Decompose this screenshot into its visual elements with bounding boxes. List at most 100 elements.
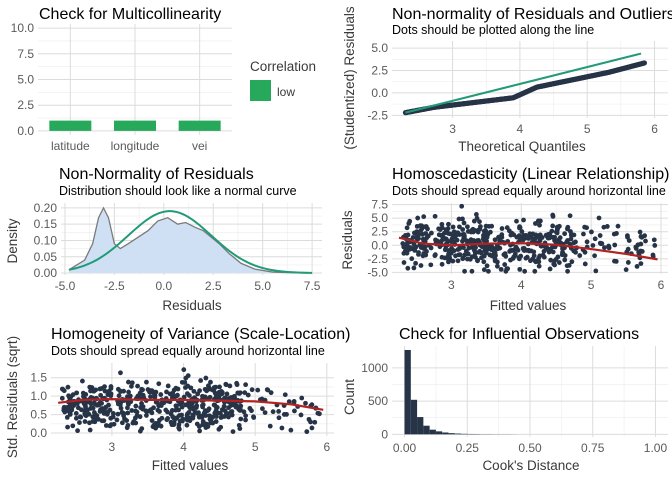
qq-x-tick-label: 4 xyxy=(517,122,524,136)
homoscedasticity-point xyxy=(460,216,465,222)
homoscedasticity-point xyxy=(461,220,467,226)
qq-ticks: 3 4 5 6 -2.5 0.0 2.5 5.0 xyxy=(367,41,658,136)
scale-location-point xyxy=(118,370,123,376)
scale-location-point xyxy=(144,379,149,385)
homoscedasticity-x-tick-label: 5 xyxy=(588,278,595,292)
scale-location-point xyxy=(115,411,121,417)
influence-title: Check for Influential Observations xyxy=(399,326,639,343)
homoscedasticity-point xyxy=(421,245,427,250)
scale-location-smooth-path xyxy=(58,398,324,411)
homoscedasticity-point xyxy=(471,238,477,243)
scale-location-y-tick-label: 1.0 xyxy=(30,389,47,403)
scale-location-point xyxy=(106,388,112,394)
scale-location-point xyxy=(173,403,179,409)
scale-location-point xyxy=(70,392,76,398)
homoscedasticity-point xyxy=(522,268,528,274)
scale-location-point xyxy=(312,419,318,425)
scale-location-points xyxy=(59,367,322,435)
scale-location-point xyxy=(102,388,108,394)
influence-x-label: Cook's Distance xyxy=(482,458,579,473)
homoscedasticity-point xyxy=(569,259,575,265)
homoscedasticity-point xyxy=(492,258,498,264)
homoscedasticity-point xyxy=(456,216,462,222)
homoscedasticity-point xyxy=(508,232,514,238)
scale-location-point xyxy=(200,393,205,399)
scale-location-point xyxy=(186,393,192,398)
vif-y-tick-label: 10.0 xyxy=(11,21,35,35)
qq-y-tick-label: 2.5 xyxy=(371,64,388,78)
scale-location-point xyxy=(98,407,103,413)
scale-location-y-label: Std. Residuals (sqrt) xyxy=(5,336,20,458)
homoscedasticity-point xyxy=(577,253,583,258)
homoscedasticity-x-tick-label: 6 xyxy=(658,278,665,292)
scale-location-point xyxy=(159,415,165,421)
scale-location-point xyxy=(291,399,297,404)
scale-location-point xyxy=(304,429,310,435)
homoscedasticity-y-tick-label: 2.5 xyxy=(371,225,388,239)
qq-x-label: Theoretical Quantiles xyxy=(458,139,586,154)
legend-swatch-low xyxy=(250,80,271,101)
influence-x-tick-label: 1.00 xyxy=(644,441,668,455)
homoscedasticity-point xyxy=(404,225,410,231)
scale-location-point xyxy=(204,387,210,393)
qq-reference-line xyxy=(405,52,642,114)
qq-panel: Non-normality of Residuals and Outliers … xyxy=(342,6,672,154)
homoscedasticity-point xyxy=(480,244,485,250)
scale-location-x-label: Fitted values xyxy=(152,458,229,473)
scale-location-point xyxy=(80,378,85,384)
homoscedasticity-point xyxy=(403,232,408,238)
scale-location-point xyxy=(153,389,159,395)
homoscedasticity-point xyxy=(537,253,543,259)
homoscedasticity-point xyxy=(550,223,556,229)
scale-location-point xyxy=(164,417,170,423)
scale-location-point xyxy=(276,415,282,421)
scale-location-point xyxy=(251,414,256,420)
scale-location-point xyxy=(148,394,153,400)
influence-x-tick-label: 0.00 xyxy=(393,441,417,455)
scale-location-point xyxy=(156,403,162,409)
homoscedasticity-point xyxy=(614,231,619,236)
scale-location-point xyxy=(140,406,145,412)
homoscedasticity-point xyxy=(582,261,588,267)
influence-y-tick-label: 500 xyxy=(368,394,388,408)
homoscedasticity-point xyxy=(471,246,477,252)
scale-location-point xyxy=(211,386,217,392)
multicollinearity-bars xyxy=(49,120,221,131)
scale-location-point xyxy=(103,423,109,428)
scale-location-point xyxy=(118,405,124,411)
homoscedasticity-point xyxy=(405,265,411,271)
scale-location-point xyxy=(183,385,188,390)
scale-location-subtitle: Dots should spread equally around horizo… xyxy=(51,344,325,358)
homoscedasticity-point xyxy=(518,253,524,259)
homoscedasticity-point xyxy=(421,214,427,220)
homoscedasticity-point xyxy=(613,258,619,264)
scale-location-point xyxy=(260,406,265,412)
multicollinearity-title: Check for Multicollinearity xyxy=(39,6,221,23)
influence-y-tick-label: 1000 xyxy=(361,361,388,375)
homoscedasticity-point xyxy=(469,228,475,233)
scale-location-point xyxy=(183,375,189,381)
scale-location-point xyxy=(140,387,145,393)
homoscedasticity-point xyxy=(465,224,470,230)
scale-location-point xyxy=(77,420,82,425)
homoscedasticity-point xyxy=(511,254,517,260)
scale-location-point xyxy=(133,403,139,409)
homoscedasticity-point xyxy=(499,232,505,238)
homoscedasticity-point xyxy=(507,248,513,253)
homoscedasticity-point xyxy=(462,268,467,274)
scale-location-point xyxy=(164,389,169,395)
scale-location-point xyxy=(177,413,182,418)
scale-location-point xyxy=(187,417,192,423)
homoscedasticity-point xyxy=(532,268,538,274)
scale-location-point xyxy=(137,390,143,396)
homoscedasticity-point xyxy=(545,232,551,237)
homoscedasticity-point xyxy=(418,263,424,268)
scale-location-point xyxy=(115,386,121,392)
qq-point xyxy=(641,60,648,66)
vif-x-tick-label: latitude xyxy=(51,139,90,153)
density-y-tick-label: 0.05 xyxy=(34,250,58,264)
density-y-tick-label: 0.20 xyxy=(34,201,58,215)
scale-location-point xyxy=(65,384,71,390)
homoscedasticity-point xyxy=(584,239,590,245)
scale-location-point xyxy=(110,410,116,416)
